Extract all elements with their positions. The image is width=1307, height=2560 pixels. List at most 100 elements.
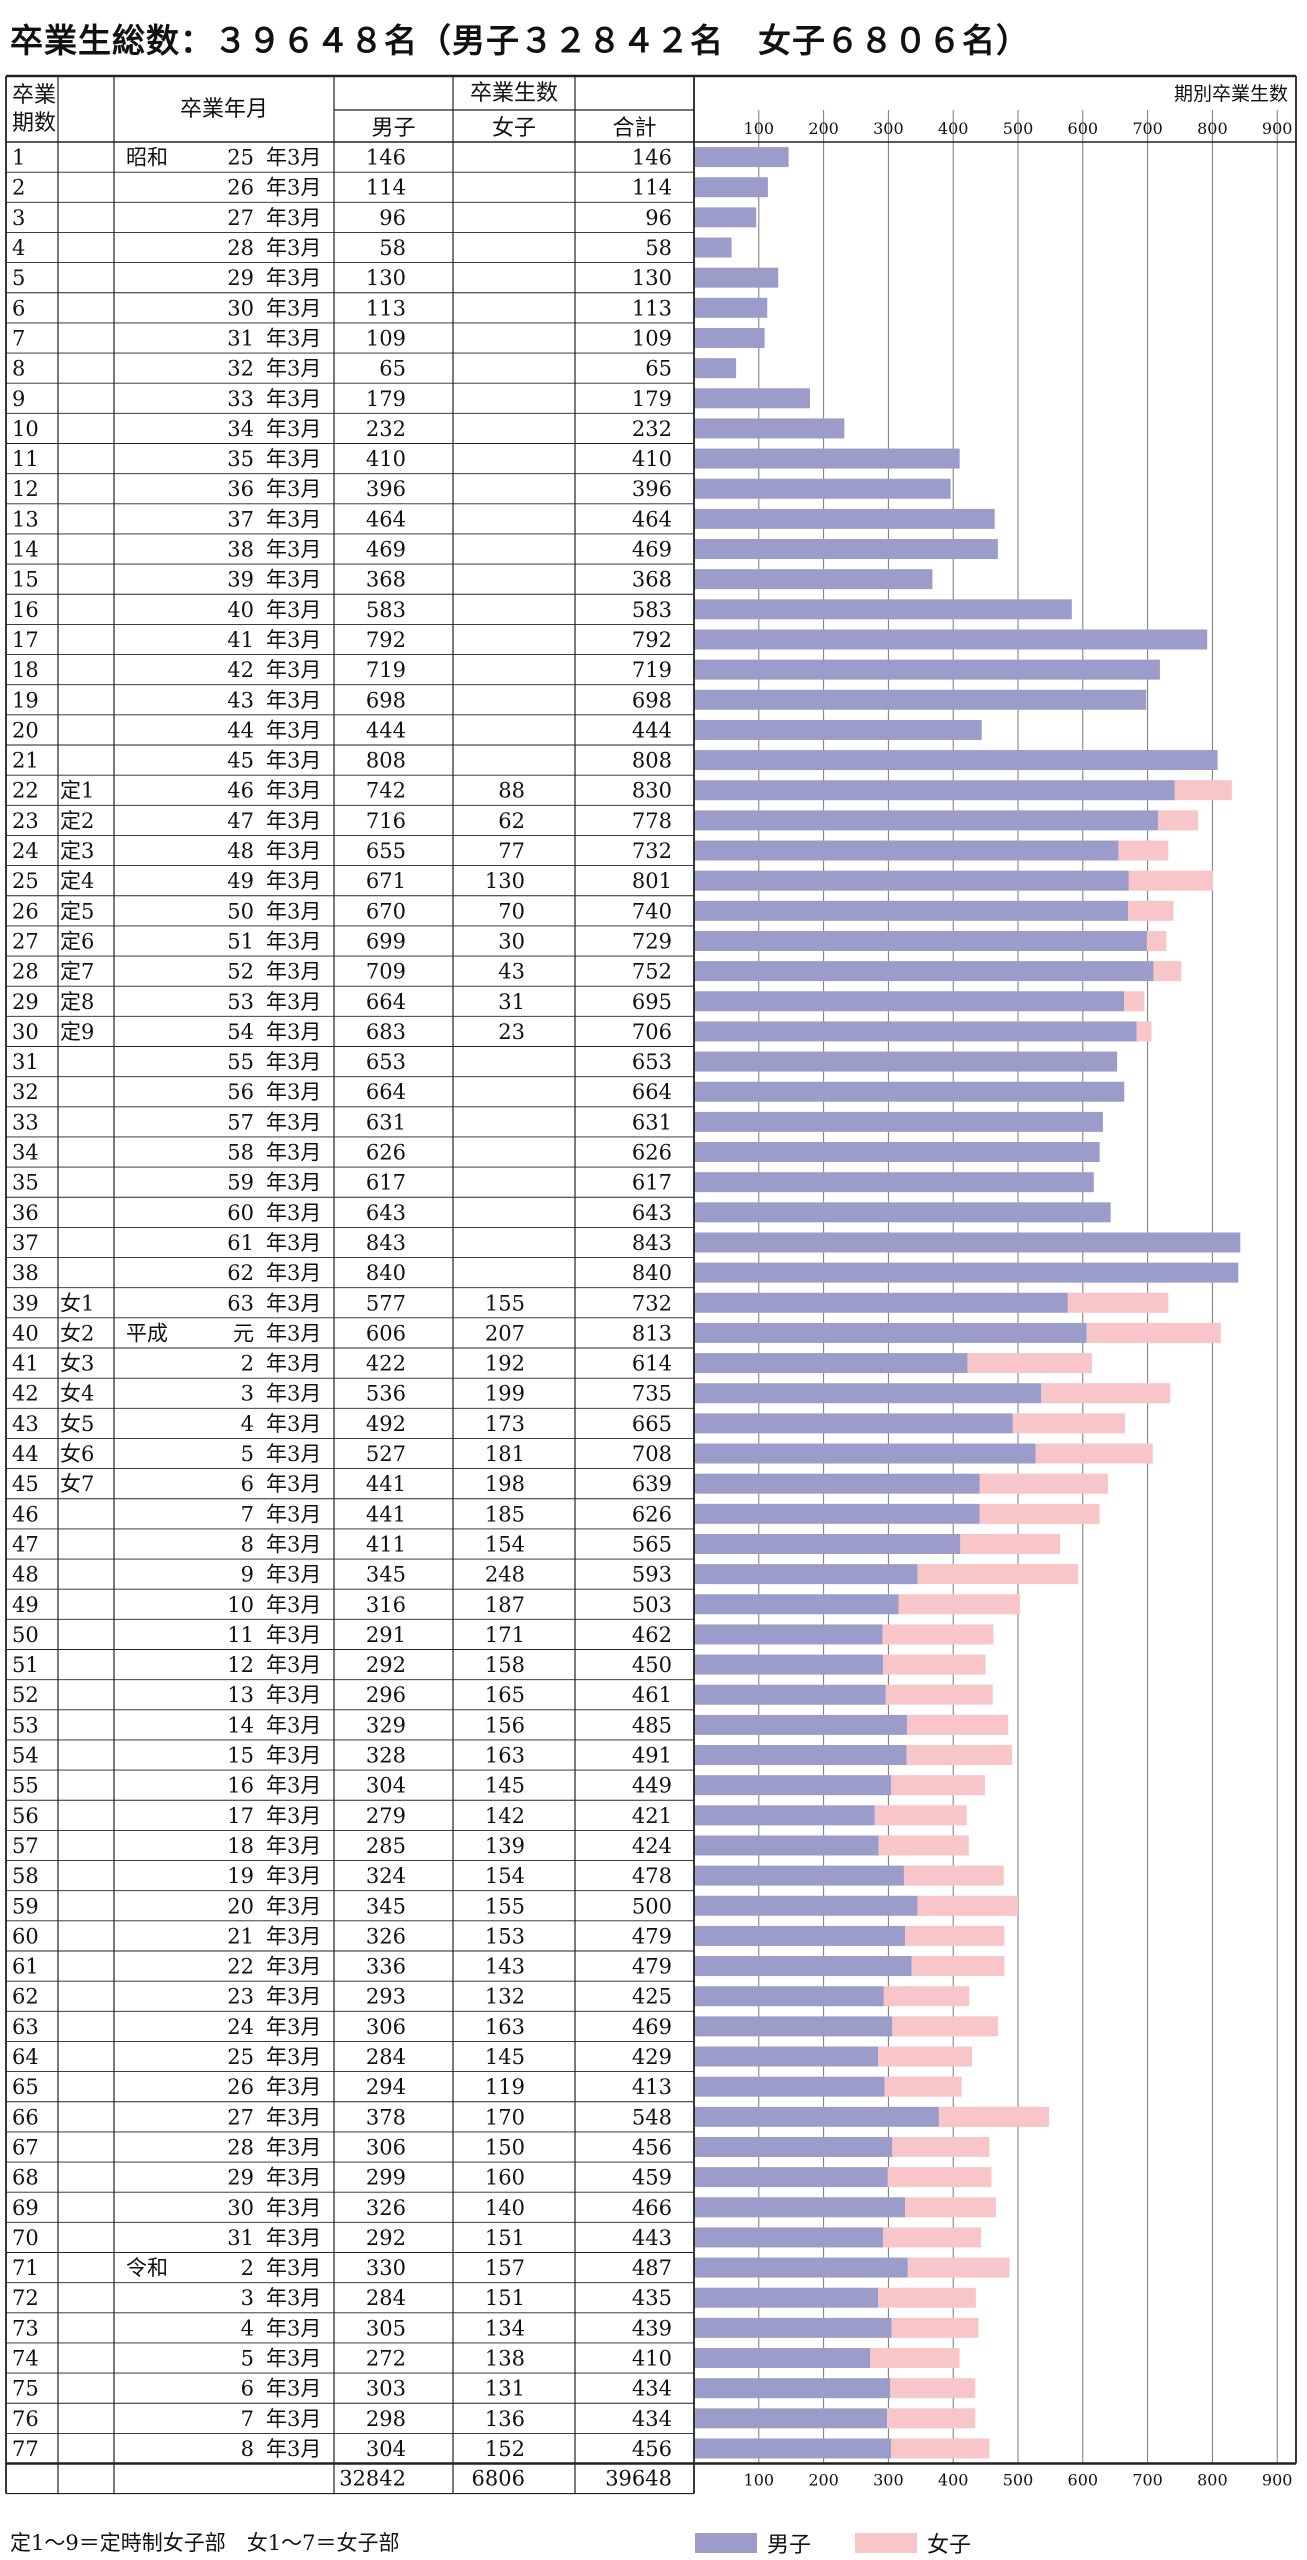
bar-male [694,1533,961,1554]
chart-title: 期別卒業生数 [1174,83,1288,105]
tick-label-top-800: 800 [1197,119,1228,138]
row-sub-term: 女2 [60,1321,94,1345]
row-sub-term: 定6 [60,929,94,953]
row-year: 58 [227,1141,254,1165]
row-female-count: 134 [485,2316,525,2340]
row-total-count: 792 [632,628,672,652]
row-total-count: 439 [632,2316,672,2340]
row-male-count: 316 [366,1593,406,1617]
tick-label-top-700: 700 [1132,119,1163,138]
row-month: 年3月 [266,1110,321,1134]
row-total-count: 830 [632,779,672,803]
bar-male [694,1835,879,1856]
row-month: 年3月 [266,326,321,350]
row-total-count: 639 [632,1472,672,1496]
bar-female [907,1714,1009,1735]
row-month: 年3月 [266,266,321,290]
bar-male [694,1594,899,1615]
row-month: 年3月 [266,1804,321,1828]
row-sub-term: 女7 [60,1472,94,1496]
row-male-count: 306 [366,2015,406,2039]
bar-male [694,1624,883,1645]
bar-female [878,2287,976,2308]
row-female-count: 140 [485,2196,525,2220]
row-month: 年3月 [266,1291,321,1315]
row-total-count: 808 [632,749,672,773]
row-term: 61 [12,1955,39,1979]
bar-male [694,1111,1103,1132]
row-year: 17 [227,1804,254,1828]
row-term: 4 [12,236,25,260]
bar-male [694,2046,879,2067]
bar-male [694,1443,1036,1464]
row-male-count: 109 [366,326,406,350]
row-female-count: 187 [485,1593,525,1617]
row-month: 年3月 [266,1171,321,1195]
bar-male [694,629,1208,650]
bar-female [907,2257,1010,2278]
bar-female [887,2408,976,2429]
row-total-count: 429 [632,2045,672,2069]
row-year: 5 [241,2347,254,2371]
row-female-count: 145 [485,2045,525,2069]
row-year: 30 [227,2196,254,2220]
row-year: 14 [227,1713,254,1737]
row-male-count: 671 [366,869,406,893]
bar-female [892,2016,998,2037]
row-male-count: 664 [366,1080,406,1104]
row-female-count: 88 [498,779,525,803]
bar-female [892,2136,990,2157]
row-term: 17 [12,628,39,652]
row-year: 13 [227,1683,254,1707]
row-term: 28 [12,960,39,984]
row-female-count: 143 [485,1955,525,1979]
row-year: 37 [227,507,254,531]
row-male-count: 653 [366,1050,406,1074]
row-total-count: 732 [632,839,672,863]
row-male-count: 719 [366,658,406,682]
row-year: 27 [227,206,254,230]
row-male-count: 299 [366,2166,406,2190]
total-all: 39648 [605,2467,672,2491]
row-term: 46 [12,1502,39,1526]
row-female-count: 154 [485,1532,525,1556]
row-month: 年3月 [266,1774,321,1798]
row-year: 44 [227,718,254,742]
row-year: 3 [241,2286,254,2310]
row-total-count: 631 [632,1110,672,1134]
bar-male [694,689,1147,710]
row-year: 20 [227,1894,254,1918]
row-year: 31 [227,2226,254,2250]
bar-male [694,2167,888,2188]
row-year: 61 [227,1231,254,1255]
row-year: 55 [227,1050,254,1074]
row-female-count: 153 [485,1924,525,1948]
row-month: 年3月 [266,2256,321,2280]
bar-female [1157,810,1199,831]
row-year: 22 [227,1955,254,1979]
row-month: 年3月 [266,1352,321,1376]
row-term: 23 [12,809,39,833]
row-year: 49 [227,869,254,893]
row-month: 年3月 [266,1653,321,1677]
row-term: 60 [12,1924,39,1948]
header-graduates: 卒業生数 [470,81,558,106]
bar-male [694,1503,980,1524]
row-total-count: 464 [632,507,672,531]
row-total-count: 626 [632,1141,672,1165]
row-female-count: 30 [498,929,525,953]
bar-male [694,1714,908,1735]
tick-label-bottom-100: 100 [744,2471,775,2490]
header-male: 男子 [371,116,415,141]
row-male-count: 296 [366,1683,406,1707]
row-year: 48 [227,839,254,863]
row-year: 24 [227,2015,254,2039]
row-male-count: 792 [366,628,406,652]
bar-female [906,1745,1013,1766]
row-month: 年3月 [266,839,321,863]
row-total-count: 413 [632,2075,672,2099]
bar-male [694,1956,912,1977]
row-total-count: 708 [632,1442,672,1466]
legend-swatch-male [695,2533,757,2553]
row-male-count: 843 [366,1231,406,1255]
